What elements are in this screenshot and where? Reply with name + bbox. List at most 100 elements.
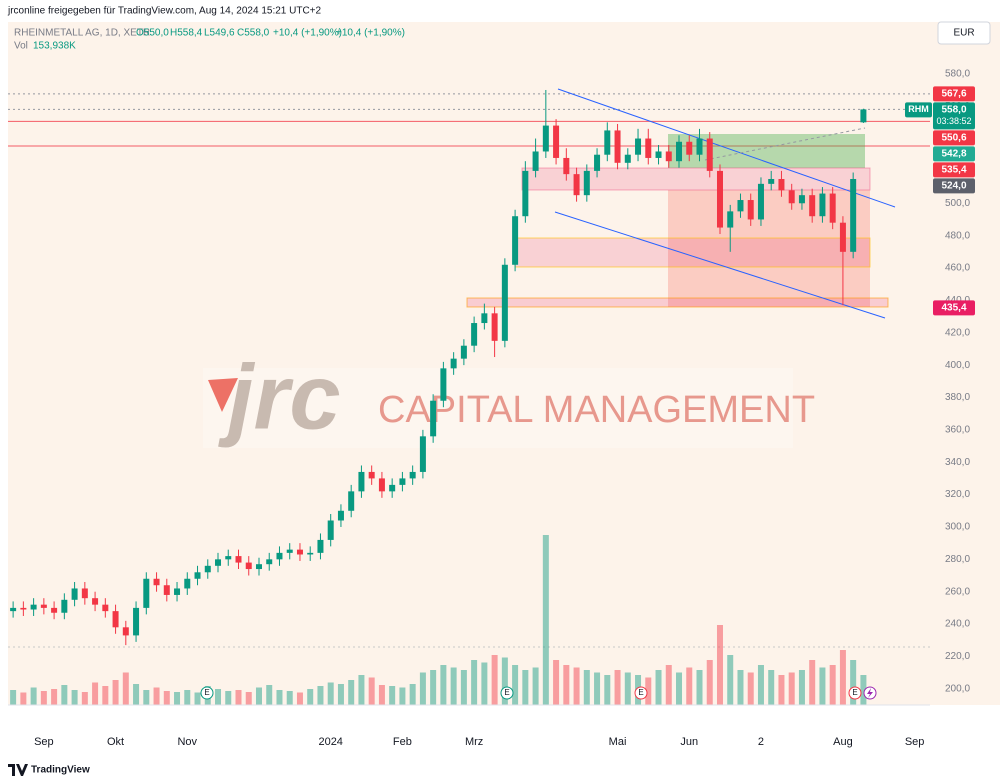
candle-body: [92, 598, 99, 605]
candle-body: [798, 195, 805, 204]
x-tick-label: Sep: [34, 736, 54, 748]
candle-body: [809, 195, 816, 217]
price-label: 535,4: [941, 165, 966, 176]
y-tick-label: 260,0: [945, 586, 970, 597]
volume-bar: [81, 692, 88, 705]
event-marker[interactable]: [500, 686, 514, 700]
volume-bar: [583, 670, 590, 705]
candle-body: [153, 578, 160, 586]
volume-bar: [92, 682, 99, 705]
volume-bar: [614, 670, 621, 705]
event-marker[interactable]: [634, 686, 648, 700]
volume-bar: [512, 665, 519, 705]
candle-body: [389, 484, 396, 492]
candle-body: [696, 138, 703, 155]
x-tick-label: Feb: [393, 736, 412, 748]
volume-bar: [645, 677, 652, 705]
watermark-box: [203, 368, 793, 448]
price-label: 558,0: [941, 105, 966, 116]
event-marker[interactable]: [848, 686, 862, 700]
volume-bar: [143, 690, 150, 705]
candle-body: [215, 559, 222, 566]
volume-bar: [798, 670, 805, 705]
volume-bar: [276, 690, 283, 705]
watermark-arrow: [208, 378, 238, 412]
volume-bar: [491, 655, 498, 705]
candle-body: [440, 368, 447, 401]
candle-body: [839, 222, 846, 252]
candle-body: [378, 478, 385, 492]
candle-body: [30, 604, 37, 610]
volume-bar: [860, 675, 867, 705]
candle-body: [419, 436, 426, 472]
ohlc-low: L549,6: [204, 28, 235, 39]
channel-upper: [557, 88, 896, 208]
volume-bar: [112, 680, 119, 705]
candle-body: [860, 109, 867, 123]
volume-bar: [20, 692, 27, 705]
volume-bar: [839, 650, 846, 705]
time-axis: Sep Okt Nov 2024 Feb Mrz Mai Jun 2 Aug Sep: [34, 736, 924, 748]
y-tick-label: 480,0: [945, 230, 970, 241]
volume-bar: [266, 685, 273, 705]
volume-bar: [327, 682, 334, 705]
price-label: 435,4: [941, 302, 966, 313]
candle-body: [337, 510, 344, 521]
candle-body: [307, 552, 314, 555]
y-tick-label: 360,0: [945, 424, 970, 435]
currency[interactable]: EUR: [953, 28, 974, 39]
volume-bar: [122, 672, 129, 705]
candle-body: [563, 157, 570, 175]
x-tick-label: 2: [758, 736, 764, 748]
volume-bar: [409, 684, 416, 705]
candle-body: [266, 559, 273, 565]
watermark: jrc CAPITAL MANAGEMENT: [203, 346, 815, 448]
price-label-box: [933, 86, 975, 102]
candle-body: [143, 578, 150, 608]
volume-bar: [747, 672, 754, 705]
candle-body: [850, 178, 857, 252]
candle-body: [594, 154, 601, 171]
candle-body: [194, 572, 201, 579]
candle-body: [327, 520, 334, 540]
candle-body: [255, 564, 262, 570]
volume-bar: [307, 689, 314, 705]
loss-zone: [668, 190, 870, 307]
candle-body: [778, 178, 785, 191]
price-label: 550,6: [941, 133, 966, 144]
change: +10,4 (+1,90%): [273, 28, 342, 39]
volume-bar: [378, 685, 385, 705]
volume-bar: [71, 690, 78, 705]
candle-body: [61, 599, 68, 613]
symbol: RHEINMETALL AG, 1D, XETR: [14, 28, 150, 39]
candle-body: [348, 491, 355, 511]
volume-bar: [317, 686, 324, 705]
event-label[interactable]: E: [638, 688, 643, 697]
y-tick-label: 340,0: [945, 457, 970, 468]
candle-body: [727, 211, 734, 228]
volume-bar: [757, 665, 764, 705]
volume-bar: [501, 657, 508, 705]
event-label[interactable]: E: [504, 688, 509, 697]
volume-bar: [563, 665, 570, 705]
volume-bar: [153, 687, 160, 705]
price-label: 524,0: [941, 181, 966, 192]
symbol-box: [905, 102, 932, 118]
brand-logo: [8, 764, 28, 776]
event-label[interactable]: E: [204, 688, 209, 697]
candle-body: [51, 607, 58, 613]
candle-body: [522, 170, 529, 217]
candle-body: [542, 125, 549, 152]
volume-bar: [655, 670, 662, 705]
candle-body: [368, 471, 375, 479]
event-label[interactable]: E: [852, 688, 857, 697]
candle-body: [757, 183, 764, 220]
volume-bar: [40, 691, 47, 705]
candle-body: [122, 627, 129, 636]
event-marker[interactable]: [200, 686, 214, 700]
events: E E E E: [200, 686, 877, 700]
volume-bar: [286, 691, 293, 705]
currency-box[interactable]: [937, 21, 991, 45]
volume-bar: [686, 667, 693, 705]
